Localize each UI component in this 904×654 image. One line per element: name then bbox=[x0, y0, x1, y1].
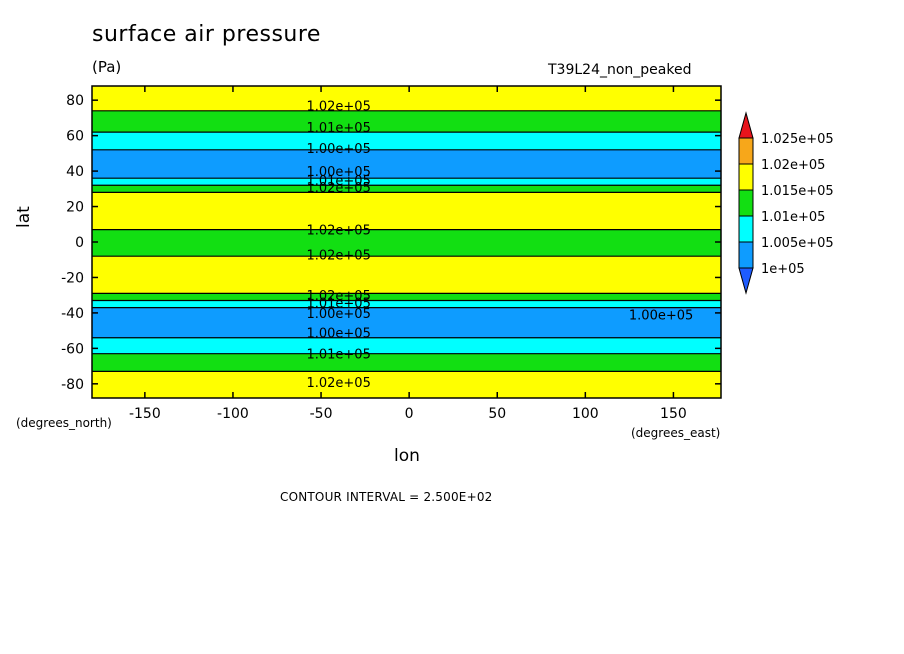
contour-label: 1.01e+05 bbox=[306, 348, 370, 363]
contour-band bbox=[92, 353, 721, 372]
colorbar-box bbox=[738, 215, 754, 243]
y-tick-label: -60 bbox=[61, 341, 84, 357]
colorbar-label: 1.01e+05 bbox=[761, 210, 825, 225]
chart-units: (Pa) bbox=[92, 58, 122, 76]
x-tick-label: 0 bbox=[405, 406, 414, 422]
colorbar-label: 1.02e+05 bbox=[761, 158, 825, 173]
contour-band bbox=[92, 371, 721, 398]
contour-band bbox=[92, 86, 721, 111]
contour-label: 1.00e+05 bbox=[306, 165, 370, 180]
contour-band bbox=[92, 229, 721, 257]
colorbar-label: 1.005e+05 bbox=[761, 236, 834, 251]
contour-band bbox=[92, 132, 721, 150]
contour-band bbox=[92, 337, 721, 354]
contour-band bbox=[92, 149, 721, 179]
y-tick-label: 0 bbox=[75, 235, 84, 251]
x-axis-units: (degrees_east) bbox=[631, 426, 721, 440]
colorbar-top-triangle bbox=[738, 111, 754, 139]
run-name-label: T39L24_non_peaked bbox=[548, 62, 692, 78]
contour-label: 1.02e+05 bbox=[306, 376, 370, 391]
contour-label: 1.00e+05 bbox=[306, 142, 370, 157]
x-tick-label: -150 bbox=[129, 406, 161, 422]
contour-label: 1.00e+05 bbox=[306, 307, 370, 322]
y-tick-label: 20 bbox=[66, 200, 84, 216]
contour-band bbox=[92, 300, 721, 308]
y-tick-label: -20 bbox=[61, 270, 84, 286]
colorbar-label: 1.015e+05 bbox=[761, 184, 834, 199]
contour-label: 1.01e+05 bbox=[306, 174, 370, 189]
contour-label: 1.02e+05 bbox=[306, 248, 370, 263]
y-tick-label: -40 bbox=[61, 306, 84, 322]
colorbar-label: 1.025e+05 bbox=[761, 132, 834, 147]
chart-title: surface air pressure bbox=[92, 22, 321, 47]
contour-band bbox=[92, 256, 721, 294]
contour-label: 1.00e+05 bbox=[306, 326, 370, 341]
contour-label: 1.02e+05 bbox=[306, 224, 370, 239]
contour-label: 1.02e+05 bbox=[306, 181, 370, 196]
contour-label: 1.00e+05 bbox=[629, 309, 693, 324]
contour-band bbox=[92, 185, 721, 193]
contour-band bbox=[92, 110, 721, 133]
colorbar-box bbox=[738, 241, 754, 269]
contour-interval-note: CONTOUR INTERVAL = 2.500E+02 bbox=[280, 490, 493, 504]
x-tick-label: 150 bbox=[660, 406, 687, 422]
y-tick-label: 40 bbox=[66, 164, 84, 180]
x-tick-label: -50 bbox=[310, 406, 333, 422]
contour-band bbox=[92, 178, 721, 186]
contour-band bbox=[92, 293, 721, 301]
contour-band bbox=[92, 192, 721, 230]
y-tick-label: 60 bbox=[66, 129, 84, 145]
x-axis-label: lon bbox=[394, 446, 420, 466]
colorbar-box bbox=[738, 163, 754, 191]
contour-label: 1.01e+05 bbox=[306, 121, 370, 136]
colorbar-box bbox=[738, 189, 754, 217]
y-axis-units: (degrees_north) bbox=[16, 416, 112, 430]
colorbar-bottom-triangle bbox=[738, 267, 754, 295]
contour-label: 1.01e+05 bbox=[306, 296, 370, 311]
contour-band bbox=[92, 307, 721, 338]
x-tick-label: 100 bbox=[572, 406, 599, 422]
x-tick-label: 50 bbox=[488, 406, 506, 422]
colorbar-box bbox=[738, 137, 754, 165]
y-tick-label: -80 bbox=[61, 377, 84, 393]
colorbar-label: 1e+05 bbox=[761, 262, 805, 277]
contour-label: 1.02e+05 bbox=[306, 289, 370, 304]
y-tick-label: 80 bbox=[66, 93, 84, 109]
contour-label: 1.02e+05 bbox=[306, 100, 370, 115]
x-tick-label: -100 bbox=[217, 406, 249, 422]
